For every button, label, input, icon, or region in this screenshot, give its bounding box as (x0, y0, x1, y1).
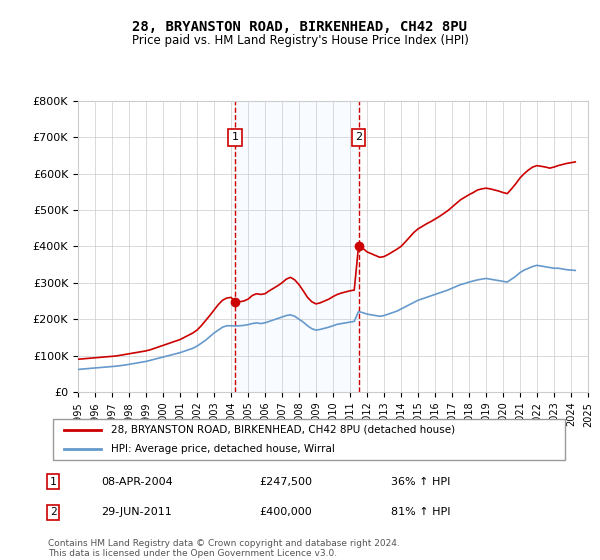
Text: 1: 1 (50, 477, 56, 487)
Bar (235, 101, 359, 392)
Text: 08-APR-2004: 08-APR-2004 (101, 477, 173, 487)
Text: 29-JUN-2011: 29-JUN-2011 (101, 507, 172, 517)
Text: 28, BRYANSTON ROAD, BIRKENHEAD, CH42 8PU (detached house): 28, BRYANSTON ROAD, BIRKENHEAD, CH42 8PU… (112, 424, 455, 435)
Text: 28, BRYANSTON ROAD, BIRKENHEAD, CH42 8PU: 28, BRYANSTON ROAD, BIRKENHEAD, CH42 8PU (133, 20, 467, 34)
Text: £247,500: £247,500 (259, 477, 312, 487)
Text: Price paid vs. HM Land Registry's House Price Index (HPI): Price paid vs. HM Land Registry's House … (131, 34, 469, 46)
Text: 81% ↑ HPI: 81% ↑ HPI (391, 507, 451, 517)
Text: HPI: Average price, detached house, Wirral: HPI: Average price, detached house, Wirr… (112, 445, 335, 455)
Text: £400,000: £400,000 (259, 507, 312, 517)
Text: 1: 1 (232, 132, 239, 142)
Text: 2: 2 (355, 132, 362, 142)
FancyBboxPatch shape (53, 419, 565, 460)
Text: 2: 2 (50, 507, 56, 517)
Text: 36% ↑ HPI: 36% ↑ HPI (391, 477, 451, 487)
Text: Contains HM Land Registry data © Crown copyright and database right 2024.
This d: Contains HM Land Registry data © Crown c… (48, 539, 400, 558)
